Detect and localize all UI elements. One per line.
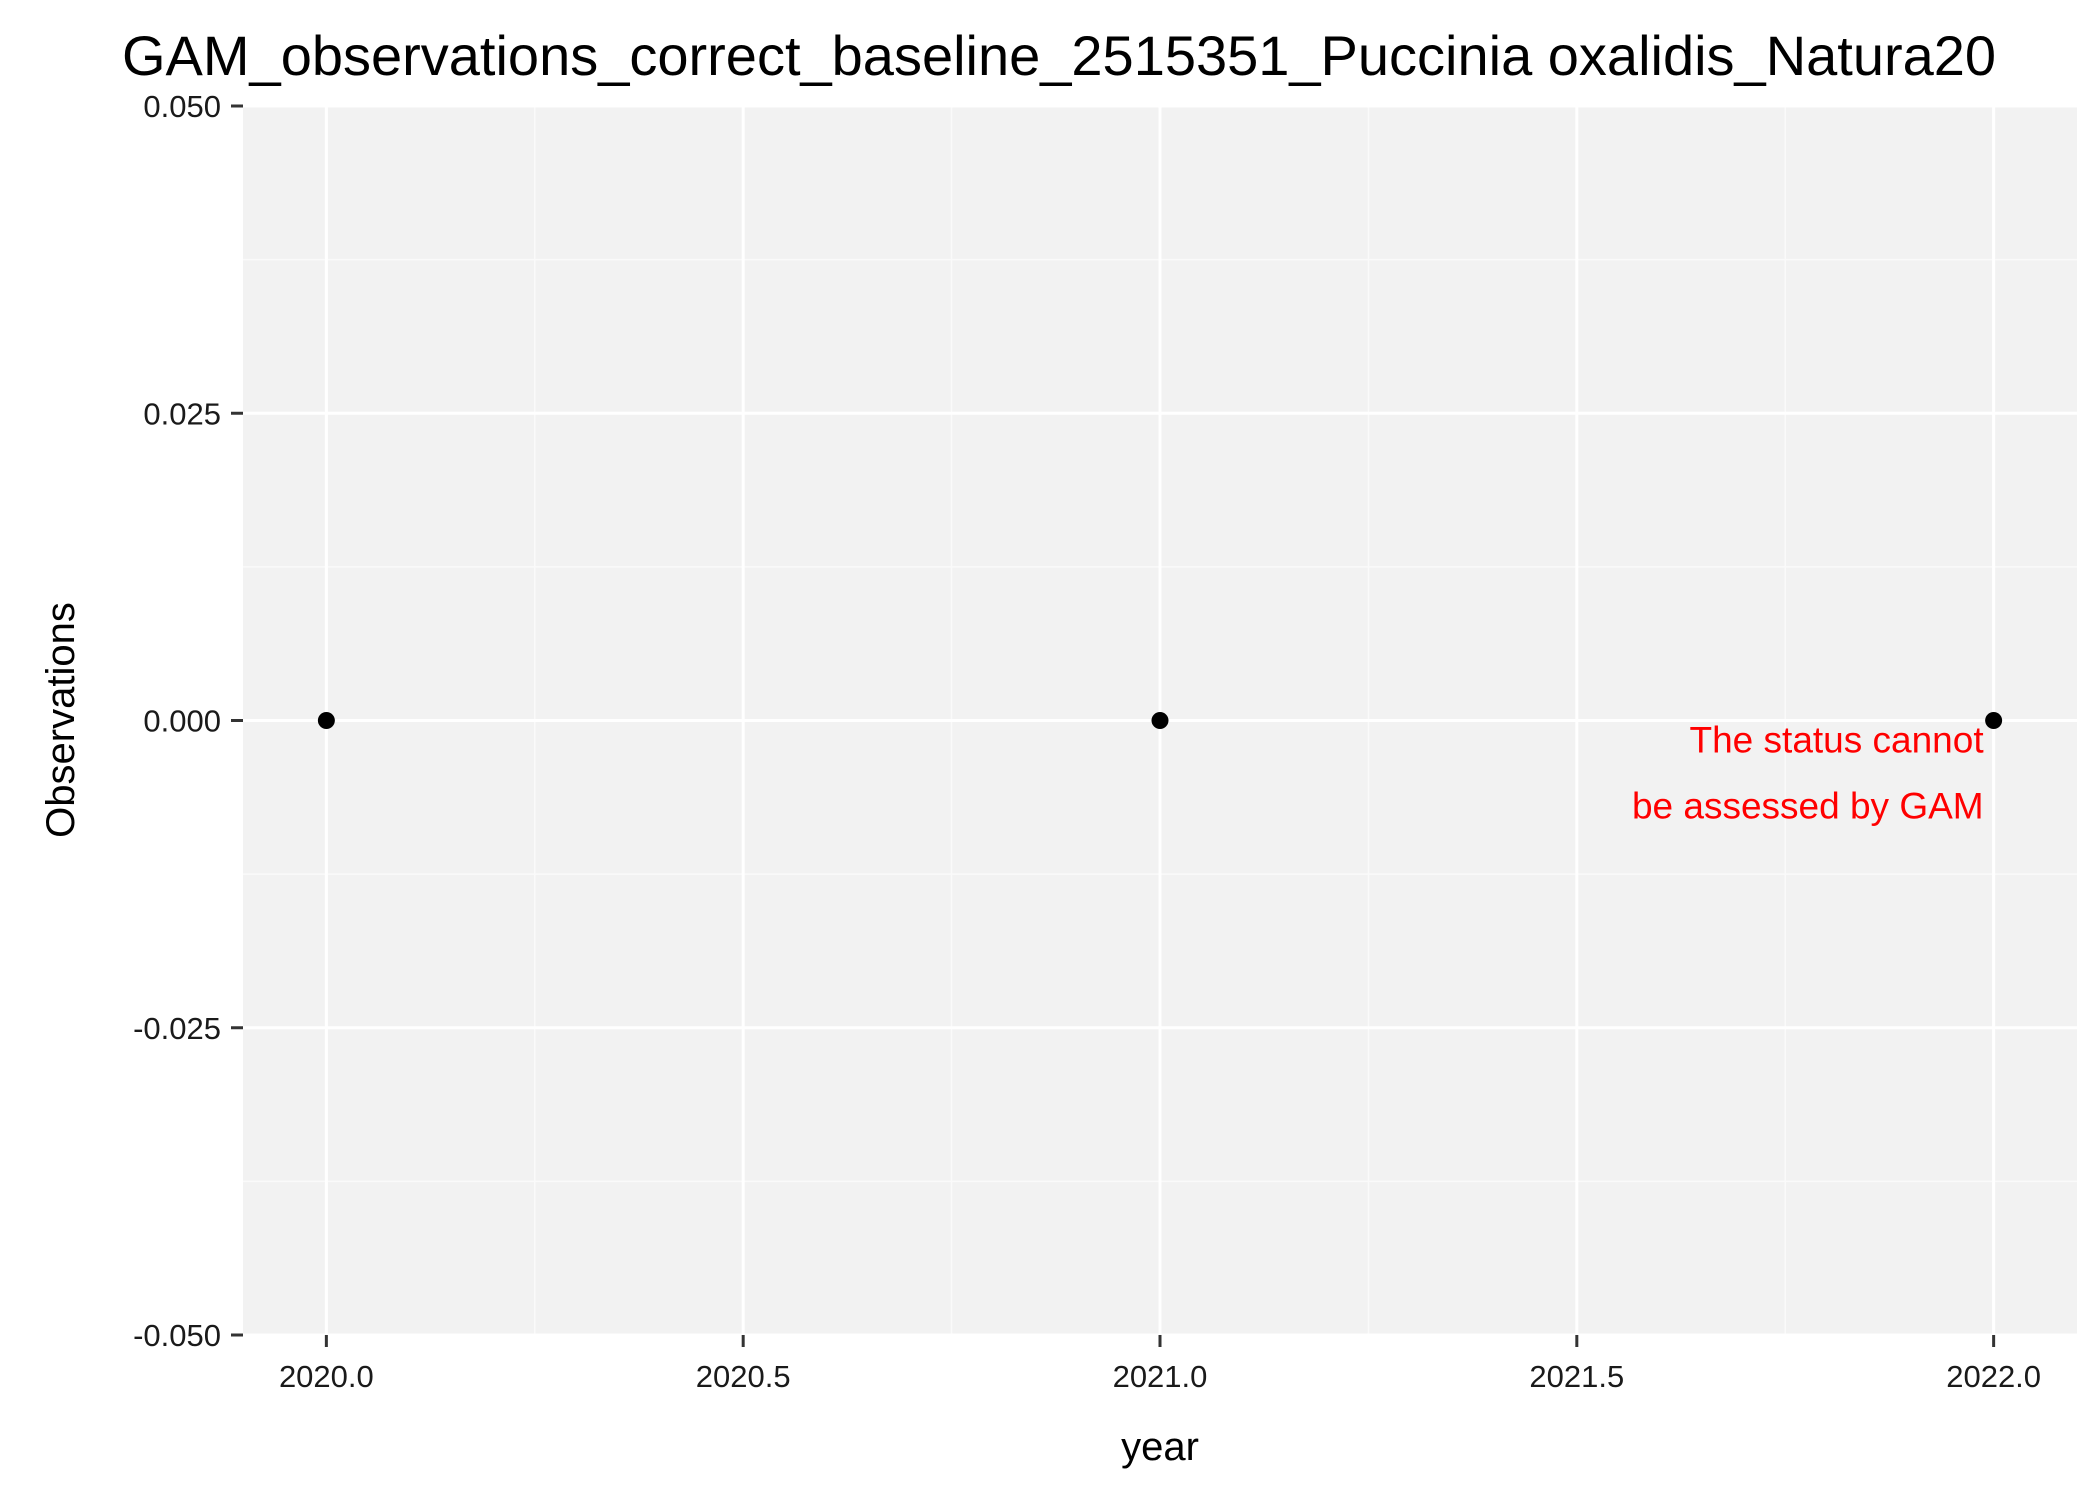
x-tick-label: 2022.0	[1946, 1359, 2041, 1394]
x-axis: 2020.0 2020.5 2021.0 2021.5 2022.0	[279, 1335, 2041, 1394]
y-tick-label: 0.025	[143, 396, 221, 431]
y-axis: -0.050 -0.025 0.000 0.025 0.050	[133, 89, 243, 1353]
data-point	[317, 712, 335, 729]
x-tick-label: 2021.0	[1113, 1359, 1208, 1394]
annotation-line: The status cannot	[1690, 720, 1985, 761]
y-tick-label: -0.050	[133, 1318, 221, 1353]
x-tick-label: 2020.0	[279, 1359, 374, 1394]
data-points	[317, 712, 2003, 729]
y-axis-title: Observations	[39, 602, 83, 838]
annotation-line: be assessed by GAM	[1632, 786, 1984, 827]
chart-title: GAM_observations_correct_baseline_251535…	[122, 24, 1996, 87]
y-tick-label: 0.050	[143, 89, 221, 124]
y-tick-label: 0.000	[143, 704, 221, 739]
x-tick-label: 2021.5	[1529, 1359, 1624, 1394]
data-point	[1985, 712, 2003, 729]
x-axis-title: year	[1121, 1425, 1199, 1469]
y-tick-label: -0.025	[133, 1011, 221, 1046]
annotation: The status cannot be assessed by GAM	[1632, 720, 1984, 827]
x-tick-label: 2020.5	[696, 1359, 791, 1394]
data-point	[1151, 712, 1169, 729]
